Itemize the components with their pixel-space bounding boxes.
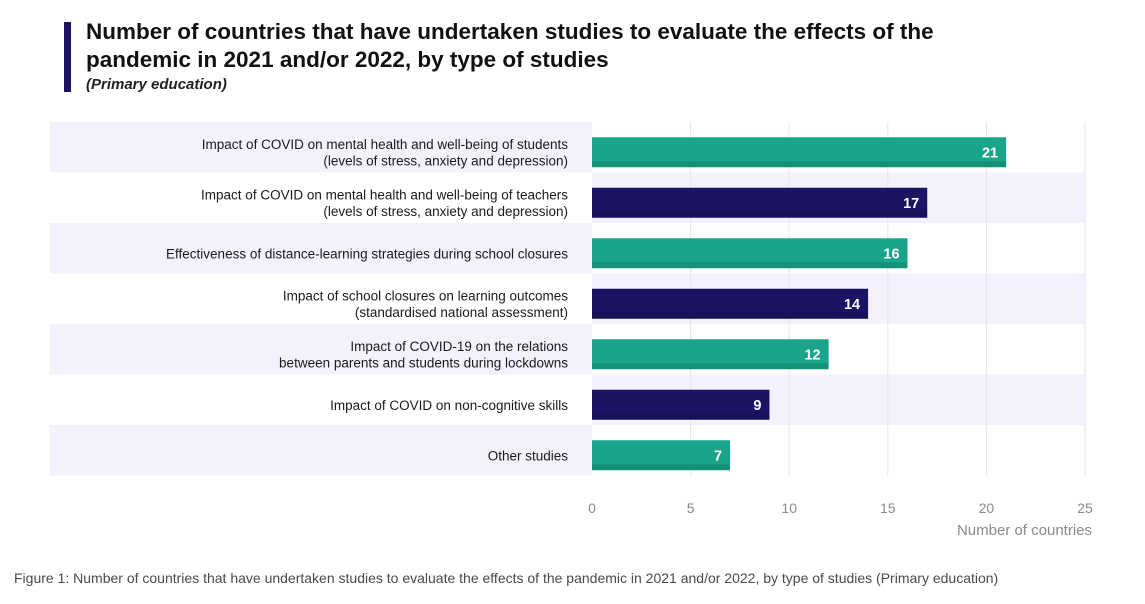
bar [592, 440, 731, 471]
category-label: (standardised national assessment) [355, 305, 568, 320]
bar-shadow [592, 262, 908, 269]
category-label: (levels of stress, anxiety and depressio… [323, 154, 568, 169]
bar-group: 7 [592, 440, 731, 471]
category-label: Effectiveness of distance-learning strat… [166, 246, 568, 261]
bar [592, 288, 869, 319]
bar [592, 238, 908, 269]
bar-shadow [592, 312, 869, 319]
category-label: Impact of school closures on learning ou… [283, 289, 568, 304]
bar-value-label: 7 [714, 448, 722, 464]
chart-subtitle: (Primary education) [86, 76, 227, 93]
bar [592, 389, 770, 420]
bar-group: 12 [592, 339, 829, 370]
x-tick-label: 0 [588, 500, 596, 516]
bar [592, 137, 1007, 168]
bar-value-label: 14 [844, 297, 860, 313]
bar-group: 17 [592, 187, 928, 218]
bar-value-label: 9 [753, 398, 761, 414]
bar [592, 187, 928, 218]
bar-shadow [592, 211, 928, 218]
category-label: Impact of COVID on non-cognitive skills [330, 398, 568, 413]
row-band-left [50, 324, 592, 375]
bar-group: 14 [592, 288, 869, 319]
bar-value-label: 21 [982, 145, 998, 161]
category-label: Other studies [488, 448, 569, 463]
category-label: Impact of COVID on mental health and wel… [202, 137, 568, 152]
bar-shadow [592, 413, 770, 420]
x-tick-label: 25 [1077, 500, 1093, 516]
bar-group: 16 [592, 238, 908, 269]
figure-caption: Figure 1: Number of countries that have … [14, 570, 999, 586]
bar-chart: 21 Impact of COVID on mental health and w… [50, 122, 1093, 539]
x-tick-label: 5 [687, 500, 695, 516]
title-accent-bar [64, 22, 71, 92]
bar-value-label: 17 [903, 196, 919, 212]
bar-shadow [592, 363, 829, 370]
bar-group: 21 [592, 137, 1007, 168]
bar [592, 339, 829, 370]
bar-group: 9 [592, 389, 770, 420]
x-tick-label: 20 [979, 500, 995, 516]
bar-value-label: 12 [804, 347, 820, 363]
category-label: between parents and students during lock… [279, 356, 568, 371]
chart-title: Number of countries that have undertaken… [86, 19, 934, 72]
bar-value-label: 16 [883, 246, 899, 262]
row-band-left [50, 223, 592, 274]
row-band-left [50, 425, 592, 476]
row-band-left [50, 122, 592, 173]
category-label: (levels of stress, anxiety and depressio… [323, 204, 568, 219]
bar-shadow [592, 464, 731, 471]
x-axis-title: Number of countries [957, 522, 1092, 539]
x-tick-label: 10 [781, 500, 797, 516]
x-tick-label: 15 [880, 500, 896, 516]
bar-shadow [592, 161, 1007, 168]
category-label: Impact of COVID-19 on the relations [350, 339, 568, 354]
category-label: Impact of COVID on mental health and wel… [201, 188, 568, 203]
